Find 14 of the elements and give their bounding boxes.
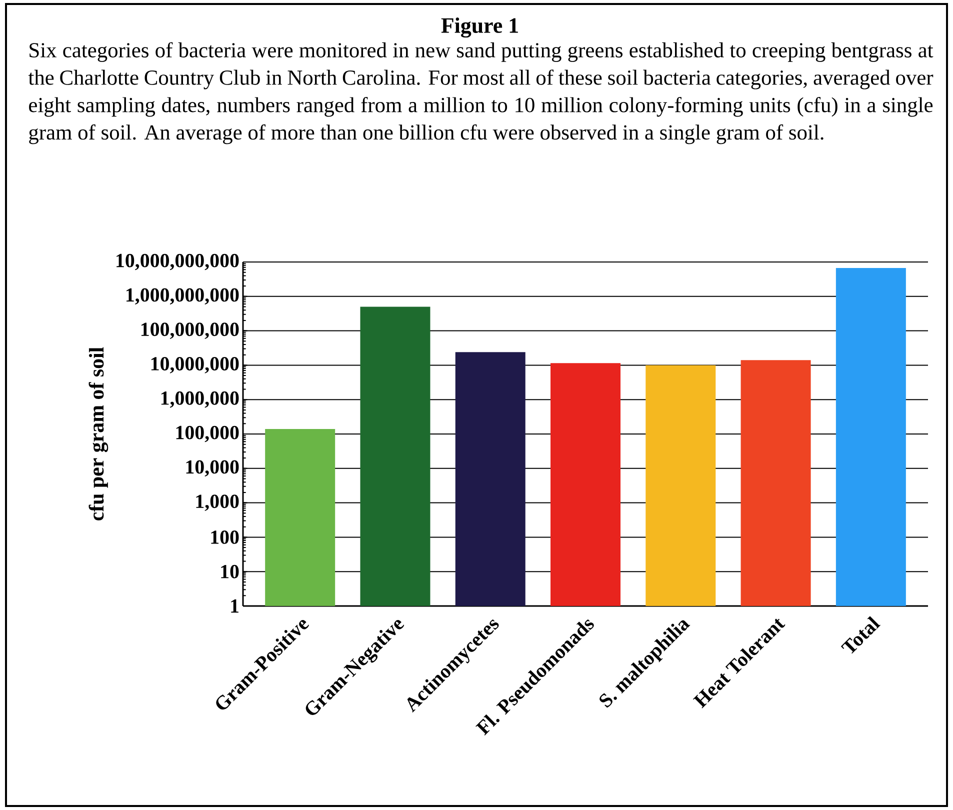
y-tick-label: 1,000,000 <box>161 391 239 408</box>
chart-title: Figure 1 <box>441 18 518 38</box>
y-tick-label: 10,000,000,000 <box>116 254 239 270</box>
chart-subtitle: Six categories of bacteria were monitored in new sand putting greens established to creeping bentgrass at the Charlotte Country Club in North Carolina. For most all of these soil bacteria categories, averaged over eight sampling dates, numbers ranged from a million to 10 million colony-forming units (cfu) in a single gram of soil. An average of more than one billion cfu were observed in a single gram of soil. <box>28 42 934 144</box>
y-tick-label: 1,000 <box>196 494 239 511</box>
y-tick-label: 100,000 <box>176 426 239 442</box>
y-tick-label: 10,000,000 <box>151 357 239 374</box>
y-tick-label: 100 <box>211 530 239 544</box>
y-tick-label: 100,000,000 <box>141 322 239 339</box>
y-axis-title: cfu per gram of soil <box>88 347 108 520</box>
y-tick-label: 10 <box>221 564 239 578</box>
y-tick-label: 10,000 <box>186 460 239 477</box>
y-tick-label: 1 <box>231 599 238 613</box>
y-tick-label: 1,000,000,000 <box>126 288 239 305</box>
